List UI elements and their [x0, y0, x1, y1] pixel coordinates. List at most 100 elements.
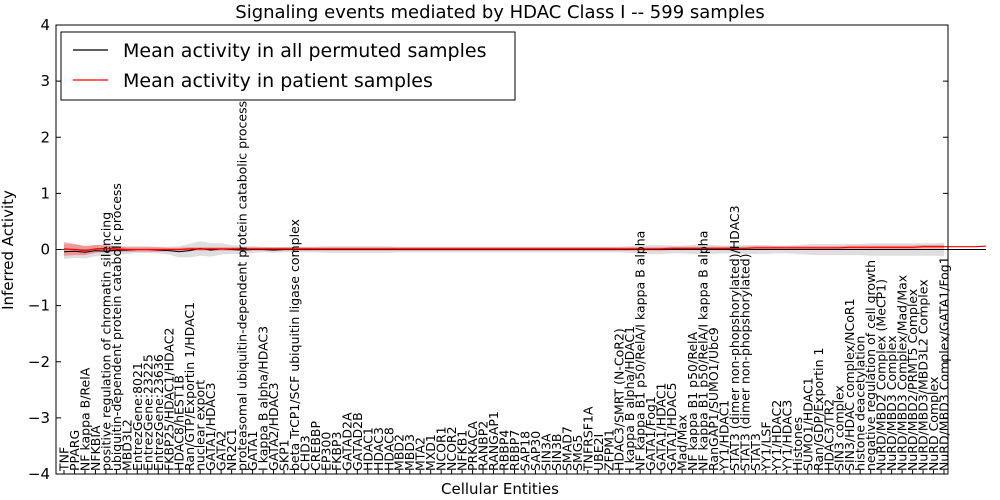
- x-tick-label: SIN3B: [549, 434, 564, 472]
- x-tick-label: NF kappa B/RelA: [78, 367, 93, 471]
- legend-label: Mean activity in all permuted samples: [123, 40, 486, 62]
- x-tick-label: RanGAP1/SUMO1/Ubc9: [706, 327, 721, 471]
- x-tick-label: Histones: [790, 417, 805, 471]
- x-tick-label: MBD3L2: [119, 419, 134, 471]
- x-tick-label: I kappa B alpha/HDAC1: [622, 326, 637, 471]
- x-tick-label: NFKBIA: [88, 425, 103, 471]
- y-axis-label: Inferred Activity: [0, 190, 17, 310]
- y-tick-label: −3: [28, 409, 50, 427]
- x-tick-label: GATA2/HDAC3: [266, 383, 281, 471]
- x-tick-label: HDAC8/hEST1B: [172, 375, 187, 471]
- x-tick-label: NuRD/MBD3 Complex/GATA1/Fog1: [937, 256, 952, 471]
- x-tick-label: GATAD2A: [339, 412, 354, 471]
- x-tick-label: NCOR2: [444, 426, 459, 471]
- y-tick-label: 4: [40, 16, 50, 34]
- x-tick-label: EntrezGene:23225: [140, 354, 155, 471]
- x-tick-label: STAT3 (dimer non-phopshorylated): [738, 253, 753, 471]
- x-tick-label: TNF: [57, 447, 72, 472]
- x-tick-label: CREBBP: [308, 421, 323, 471]
- legend: Mean activity in all permuted samples Mea…: [60, 31, 516, 101]
- x-tick-label: PRKACA: [465, 421, 480, 471]
- y-tick-label: 1: [40, 184, 50, 202]
- y-tick-label: −4: [28, 465, 50, 483]
- x-tick-label: GATA1: [245, 431, 260, 471]
- plot-border: [55, 24, 949, 475]
- x-tick-label: RANBP2: [476, 421, 491, 471]
- x-tick-label: STAT3 (dimer non-phopshorylated)/HDAC3: [727, 205, 742, 471]
- x-tick-label: HDAC1: [360, 427, 375, 471]
- x-tick-label: EntrezGene:8021: [130, 362, 145, 471]
- x-tick-label: NuRD/MBD2 Complex (MeCP1): [874, 279, 889, 471]
- x-tick-label: MBD3: [402, 434, 417, 471]
- series-line-patient: [63, 245, 986, 252]
- legend-label: Mean activity in patient samples: [123, 70, 433, 92]
- y-tick-label: 3: [40, 72, 50, 90]
- x-tick-label: histone deacetylation: [853, 336, 868, 471]
- x-tick-label: MXD1: [423, 434, 438, 471]
- x-tick-label: GATA2: [214, 431, 229, 471]
- x-tick-label: SMG5: [570, 435, 585, 471]
- y-axis: −4 −3 −2 −1 0 1 2 3 4: [28, 16, 948, 483]
- x-tick-label: SIN3A: [538, 433, 553, 471]
- y-tick-label: −2: [28, 353, 50, 371]
- x-tick-label: RBBP7: [507, 430, 522, 471]
- permuted-band: [64, 241, 944, 259]
- x-tick-label: YY1/HDAC3: [779, 400, 794, 472]
- x-tick-label: NR2C1: [224, 428, 239, 471]
- x-tick-label: I kappa B alpha/HDAC3: [256, 326, 271, 471]
- x-tick-label: TNFRSF1A: [580, 406, 595, 472]
- x-tick-label: GATAD2B: [350, 412, 365, 471]
- confidence-bands: [64, 241, 944, 259]
- x-tick-label: SIN3 complex: [832, 385, 847, 471]
- x-tick-label: GATA1/HDAC3: [203, 383, 218, 471]
- x-tick-label: ubiquitin-dependent protein catabolic pr…: [109, 183, 124, 471]
- x-tick-label: beta TrCP1/SCF ubiquitin ligase complex: [287, 219, 302, 471]
- x-tick-label: SMAD7: [559, 426, 574, 471]
- x-tick-label: SIN3/HDAC complex/NCoR1: [842, 298, 857, 471]
- x-tick-label: RANGAP1: [486, 411, 501, 471]
- x-tick-label: SAP18: [518, 431, 533, 471]
- y-tick-label: 2: [40, 128, 50, 146]
- x-tick-label: negative regulation of cell growth: [863, 260, 878, 471]
- x-tick-label: positive regulation of chromatin silenci…: [98, 212, 113, 471]
- x-tick-label: GATA1/Fog1: [643, 396, 658, 471]
- x-tick-label: SUMO1/HDAC1: [800, 377, 815, 471]
- x-tick-label: RBBP4: [497, 430, 512, 471]
- x-tick-label: GATA1/HDAC1: [654, 382, 669, 470]
- x-axis-label: Cellular Entities: [441, 480, 559, 498]
- x-tick-label: UBE2I: [591, 434, 606, 471]
- y-tick-label: 0: [40, 241, 50, 259]
- x-tick-label: PPARG: [67, 430, 82, 471]
- plot-frame: [55, 24, 949, 475]
- x-tick-label: MTA2: [413, 437, 428, 471]
- x-tick-label: NF kappa B1 p50/RelA: [685, 331, 700, 471]
- x-tick-label: EntrezGene:23636: [151, 354, 166, 471]
- x-tick-label: nuclear export: [193, 380, 208, 471]
- x-tick-label: NuRD/MBD3 Complex: [884, 335, 899, 471]
- x-tick-label: NuRD/MBD2/PRMT5 Complex: [905, 289, 920, 471]
- legend-box: [60, 31, 516, 101]
- x-tick-label: MBD2: [392, 434, 407, 471]
- x-tick-label: EP300: [318, 432, 333, 471]
- y-tick-label: −1: [28, 297, 50, 315]
- x-tick-label: NCOR1: [434, 426, 449, 471]
- x-tick-label: STAT3: [748, 433, 763, 471]
- x-tick-label: Ran/GTP/Exportin 1/HDAC1: [182, 302, 197, 471]
- x-tick-label: YY1/HDAC2: [769, 400, 784, 472]
- x-tick-label: NF kappa B1 p50/RelA/I kappa B alpha: [633, 231, 648, 471]
- x-tick-label: ZFPM1: [601, 429, 616, 471]
- x-tick-label: YY1/HDAC1: [717, 400, 732, 472]
- x-tick-label: FKBP25/HDAC1/HDAC2: [161, 328, 176, 471]
- x-tick-label: FKBP3: [329, 432, 344, 471]
- x-tick-label: Mad/Max: [675, 415, 690, 471]
- x-tick-label: HDAC3: [371, 427, 386, 471]
- x-tick-label: YY1/LSF: [758, 421, 773, 472]
- x-tick-label: proteasomal ubiquitin-dependent protein …: [235, 101, 250, 471]
- x-tick-label: NFKB1: [455, 430, 470, 471]
- x-tick-label: SKP1: [277, 439, 292, 471]
- x-tick-label: NuRD/MBD3 Complex/Mad/Max: [895, 275, 910, 471]
- x-tick-label: HDAC3/TR2: [821, 399, 836, 471]
- x-tick-label: NuRD/MBD3/MBD3L2 Complex: [916, 279, 931, 471]
